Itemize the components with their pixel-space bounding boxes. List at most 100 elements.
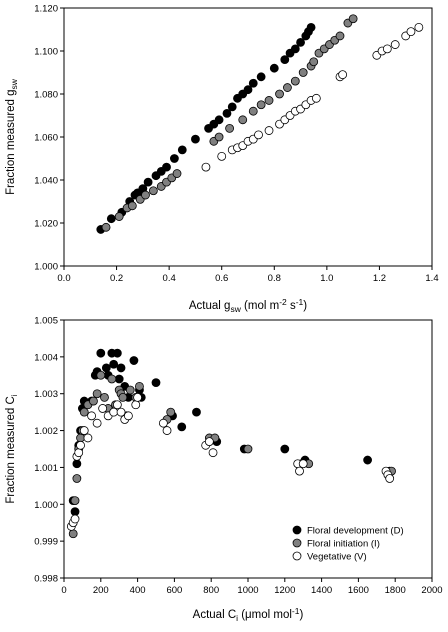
- floral-initiation-point: [275, 89, 284, 99]
- floral-initiation-point: [248, 106, 258, 116]
- x-tick-label: 1.0: [320, 273, 333, 284]
- floral-initiation-point: [118, 392, 128, 402]
- y-tick-label: 1.002: [34, 426, 58, 437]
- legend-label: Floral development (D): [307, 526, 404, 537]
- x-axis-ticks: 0 200 400 600 800 1000 1200 1400 1600 1800 2000: [61, 578, 443, 596]
- vegetative-point: [131, 400, 141, 410]
- floral-development-point: [192, 407, 201, 417]
- vegetative-point: [79, 426, 89, 435]
- x-axis-title: Actual gsw (mol m-2 s-1): [189, 297, 307, 314]
- vegetative-point: [338, 70, 348, 80]
- x-tick-label: 0.2: [110, 273, 123, 284]
- y-tick-label: 1.060: [34, 133, 58, 144]
- vegetative-point: [70, 514, 80, 524]
- legend-marker: [292, 525, 302, 535]
- floral-development-point: [227, 102, 237, 112]
- vegetative-point: [87, 411, 96, 421]
- floral-initiation-point: [114, 212, 124, 221]
- gsw-scatter-panel: 0.0 0.2 0.4 0.6 0.8 1.0 1.2 1.4 1.000 1.020 1.040…: [5, 4, 439, 315]
- floral-initiation-point: [335, 31, 345, 41]
- x-tick-label: 200: [93, 585, 109, 596]
- vegetative-point: [109, 407, 119, 417]
- floral-development-point: [177, 145, 187, 155]
- vegetative-point: [295, 466, 304, 476]
- vegetative-point: [133, 392, 143, 402]
- floral-initiation-point: [298, 68, 308, 77]
- floral-initiation-point: [238, 115, 248, 125]
- floral-development-point: [280, 55, 290, 64]
- floral-development-point: [214, 115, 224, 125]
- x-tick-label: 0.8: [268, 273, 281, 284]
- y-tick-label: 1.000: [34, 500, 58, 511]
- floral-initiation-point: [92, 389, 102, 399]
- floral-initiation-point: [70, 496, 80, 506]
- y-tick-label: 1.000: [34, 262, 58, 273]
- vegetative-point: [83, 433, 93, 443]
- floral-initiation-point: [243, 444, 253, 454]
- legend-label: Vegetative (V): [307, 552, 367, 563]
- floral-initiation-point: [89, 396, 98, 406]
- floral-development-point: [143, 177, 153, 187]
- floral-initiation-point: [100, 392, 109, 402]
- vegetative-point: [98, 404, 108, 413]
- floral-initiation-point: [256, 100, 266, 110]
- floral-initiation-point: [68, 529, 78, 539]
- floral-initiation-point: [348, 14, 358, 24]
- x-tick-label: 1200: [274, 585, 295, 596]
- vegetative-point: [204, 437, 214, 447]
- x-tick-label: 0.6: [215, 273, 228, 284]
- y-tick-label: 1.100: [34, 47, 58, 58]
- ci-scatter-panel: 0 200 400 600 800 1000 1200 1400 1600 1800 2000 0.…: [5, 316, 443, 624]
- floral-development-point: [96, 348, 106, 358]
- vegetative-point: [390, 40, 400, 49]
- vegetative-point: [92, 418, 102, 428]
- vegetative-point: [123, 411, 133, 421]
- floral-development-point: [177, 422, 187, 432]
- floral-initiation-point: [135, 381, 144, 391]
- data-points: [66, 348, 396, 539]
- floral-initiation-point: [225, 123, 235, 133]
- floral-development-point: [112, 348, 122, 358]
- floral-development-point: [191, 134, 200, 144]
- x-tick-label: 2000: [421, 585, 442, 596]
- x-tick-label: 400: [130, 585, 146, 596]
- y-tick-label: 0.999: [34, 537, 58, 548]
- floral-initiation-point: [214, 132, 224, 142]
- x-tick-label: 1000: [237, 585, 258, 596]
- x-tick-label: 1.4: [425, 273, 438, 284]
- floral-development-point: [72, 459, 82, 469]
- floral-development-point: [243, 85, 253, 95]
- vegetative-point: [264, 126, 274, 135]
- floral-initiation-point: [76, 433, 85, 443]
- x-axis-ticks: 0.0 0.2 0.4 0.6 0.8 1.0 1.2 1.4: [57, 266, 439, 284]
- y-tick-label: 1.020: [34, 219, 58, 230]
- legend: Floral development (D) Floral initiation …: [292, 525, 404, 563]
- x-tick-label: 1400: [311, 585, 332, 596]
- floral-development-point: [256, 72, 266, 82]
- y-tick-label: 1.080: [34, 90, 58, 101]
- floral-development-point: [169, 154, 179, 163]
- floral-development-point: [129, 356, 139, 365]
- x-tick-label: 1.2: [373, 273, 386, 284]
- vegetative-point: [201, 162, 211, 172]
- x-tick-label: 0.4: [163, 273, 176, 284]
- x-tick-label: 0.0: [57, 273, 70, 284]
- x-axis-title: Actual Ci (μmol mol-1): [193, 606, 304, 623]
- floral-initiation-point: [79, 407, 89, 417]
- y-axis-ticks: 1.000 1.020 1.040 1.060 1.080 1.100 1.120: [34, 4, 64, 273]
- x-tick-label: 800: [203, 585, 219, 596]
- legend-marker: [292, 551, 302, 561]
- floral-development-point: [290, 44, 300, 54]
- floral-initiation-point: [127, 201, 137, 211]
- floral-initiation-point: [141, 190, 150, 200]
- floral-initiation-point: [101, 222, 111, 232]
- floral-development-point: [109, 359, 119, 369]
- floral-development-point: [116, 363, 126, 373]
- x-tick-label: 600: [166, 585, 182, 596]
- vegetative-point: [76, 440, 85, 450]
- vegetative-point: [414, 22, 424, 32]
- y-tick-label: 0.998: [34, 574, 58, 585]
- floral-development-point: [222, 108, 232, 118]
- floral-development-point: [269, 63, 279, 73]
